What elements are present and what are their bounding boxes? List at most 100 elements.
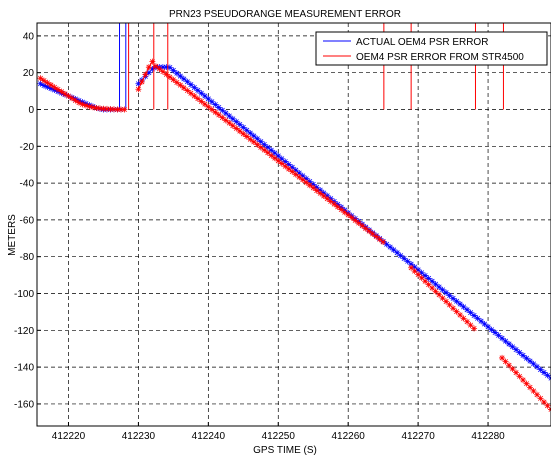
series-marker: [201, 101, 208, 108]
series-marker: [520, 352, 527, 359]
series-marker: [201, 93, 208, 100]
x-tick-label: 412240: [192, 431, 226, 442]
series-marker: [285, 161, 292, 168]
series-marker: [229, 122, 236, 129]
y-axis-title: METERS: [7, 214, 18, 256]
series-marker: [457, 301, 464, 308]
series-marker: [418, 269, 425, 276]
y-tick-label: -160: [14, 399, 34, 410]
x-tick-label: 412250: [262, 431, 296, 442]
series-marker: [506, 362, 513, 369]
series-marker: [306, 182, 313, 189]
series-marker: [215, 111, 222, 118]
series-marker: [156, 65, 163, 72]
series-marker: [226, 120, 233, 127]
series-marker: [471, 325, 478, 332]
series-marker: [460, 303, 467, 310]
x-tick-label: 412220: [52, 431, 86, 442]
series-marker: [369, 230, 376, 237]
series-marker: [299, 176, 306, 183]
series-marker: [432, 288, 439, 295]
series-marker: [177, 82, 184, 89]
y-tick-label: -60: [20, 215, 35, 226]
series-marker: [236, 128, 243, 135]
legend-label-actual: ACTUAL OEM4 PSR ERROR: [356, 37, 488, 48]
series-marker: [527, 384, 534, 391]
series-marker: [380, 238, 387, 245]
series-marker: [376, 236, 383, 243]
series-marker: [86, 103, 93, 110]
series-marker: [534, 363, 541, 370]
series-marker: [310, 184, 317, 191]
series-marker: [40, 82, 47, 89]
series-marker: [303, 175, 310, 182]
series-marker: [254, 135, 261, 142]
series-marker: [425, 275, 432, 282]
series-marker: [177, 73, 184, 80]
series-marker: [453, 298, 460, 305]
series-marker: [233, 125, 240, 132]
series-marker: [488, 326, 495, 333]
series-marker: [338, 206, 345, 213]
series-marker: [68, 95, 75, 102]
series-marker: [278, 155, 285, 162]
series-marker: [100, 105, 107, 112]
series-marker: [271, 150, 278, 157]
series-marker: [292, 171, 299, 178]
series-marker: [429, 278, 436, 285]
series-marker: [320, 193, 327, 200]
series-marker: [187, 90, 194, 97]
series-marker: [142, 71, 149, 78]
series-marker: [117, 106, 124, 113]
series-marker: [257, 138, 264, 145]
series-marker: [205, 103, 212, 110]
series-marker: [51, 84, 58, 91]
series-marker: [250, 138, 257, 145]
series-marker: [418, 274, 425, 281]
x-tick-label: 412280: [471, 431, 505, 442]
series-marker: [107, 106, 114, 113]
series-marker: [282, 163, 289, 170]
series-marker: [135, 80, 142, 87]
series-marker: [247, 136, 254, 143]
series-marker: [184, 78, 191, 85]
series-marker: [317, 190, 324, 197]
series-marker: [187, 81, 194, 88]
y-tick-label: -40: [20, 179, 35, 190]
series-marker: [229, 115, 236, 122]
series-marker: [362, 225, 369, 232]
series-marker: [334, 203, 341, 210]
series-marker: [222, 117, 229, 124]
series-marker: [464, 306, 471, 313]
series-marker: [408, 264, 415, 271]
series-marker: [429, 284, 436, 291]
series-marker: [513, 346, 520, 353]
series-marker: [415, 266, 422, 273]
series-marker: [359, 222, 366, 229]
series-marker: [422, 278, 429, 285]
y-tick-label: -80: [20, 252, 35, 263]
series-marker: [138, 78, 145, 85]
series-marker: [212, 109, 219, 116]
series-marker: [247, 130, 254, 137]
series-marker: [292, 167, 299, 174]
series-marker: [411, 268, 418, 275]
series-marker: [145, 64, 152, 71]
grid-layer: [37, 23, 551, 426]
series-marker: [163, 71, 170, 78]
series-marker: [114, 106, 121, 113]
series-marker: [446, 292, 453, 299]
series-marker: [82, 102, 89, 109]
series-marker: [520, 376, 527, 383]
series-marker: [443, 298, 450, 305]
series-marker: [47, 82, 54, 89]
y-tick-label: -100: [14, 289, 34, 300]
series-marker: [436, 291, 443, 298]
series-marker: [460, 315, 467, 322]
series-marker: [296, 174, 303, 181]
series-marker: [366, 228, 373, 235]
series-marker: [506, 340, 513, 347]
series-marker: [471, 312, 478, 319]
